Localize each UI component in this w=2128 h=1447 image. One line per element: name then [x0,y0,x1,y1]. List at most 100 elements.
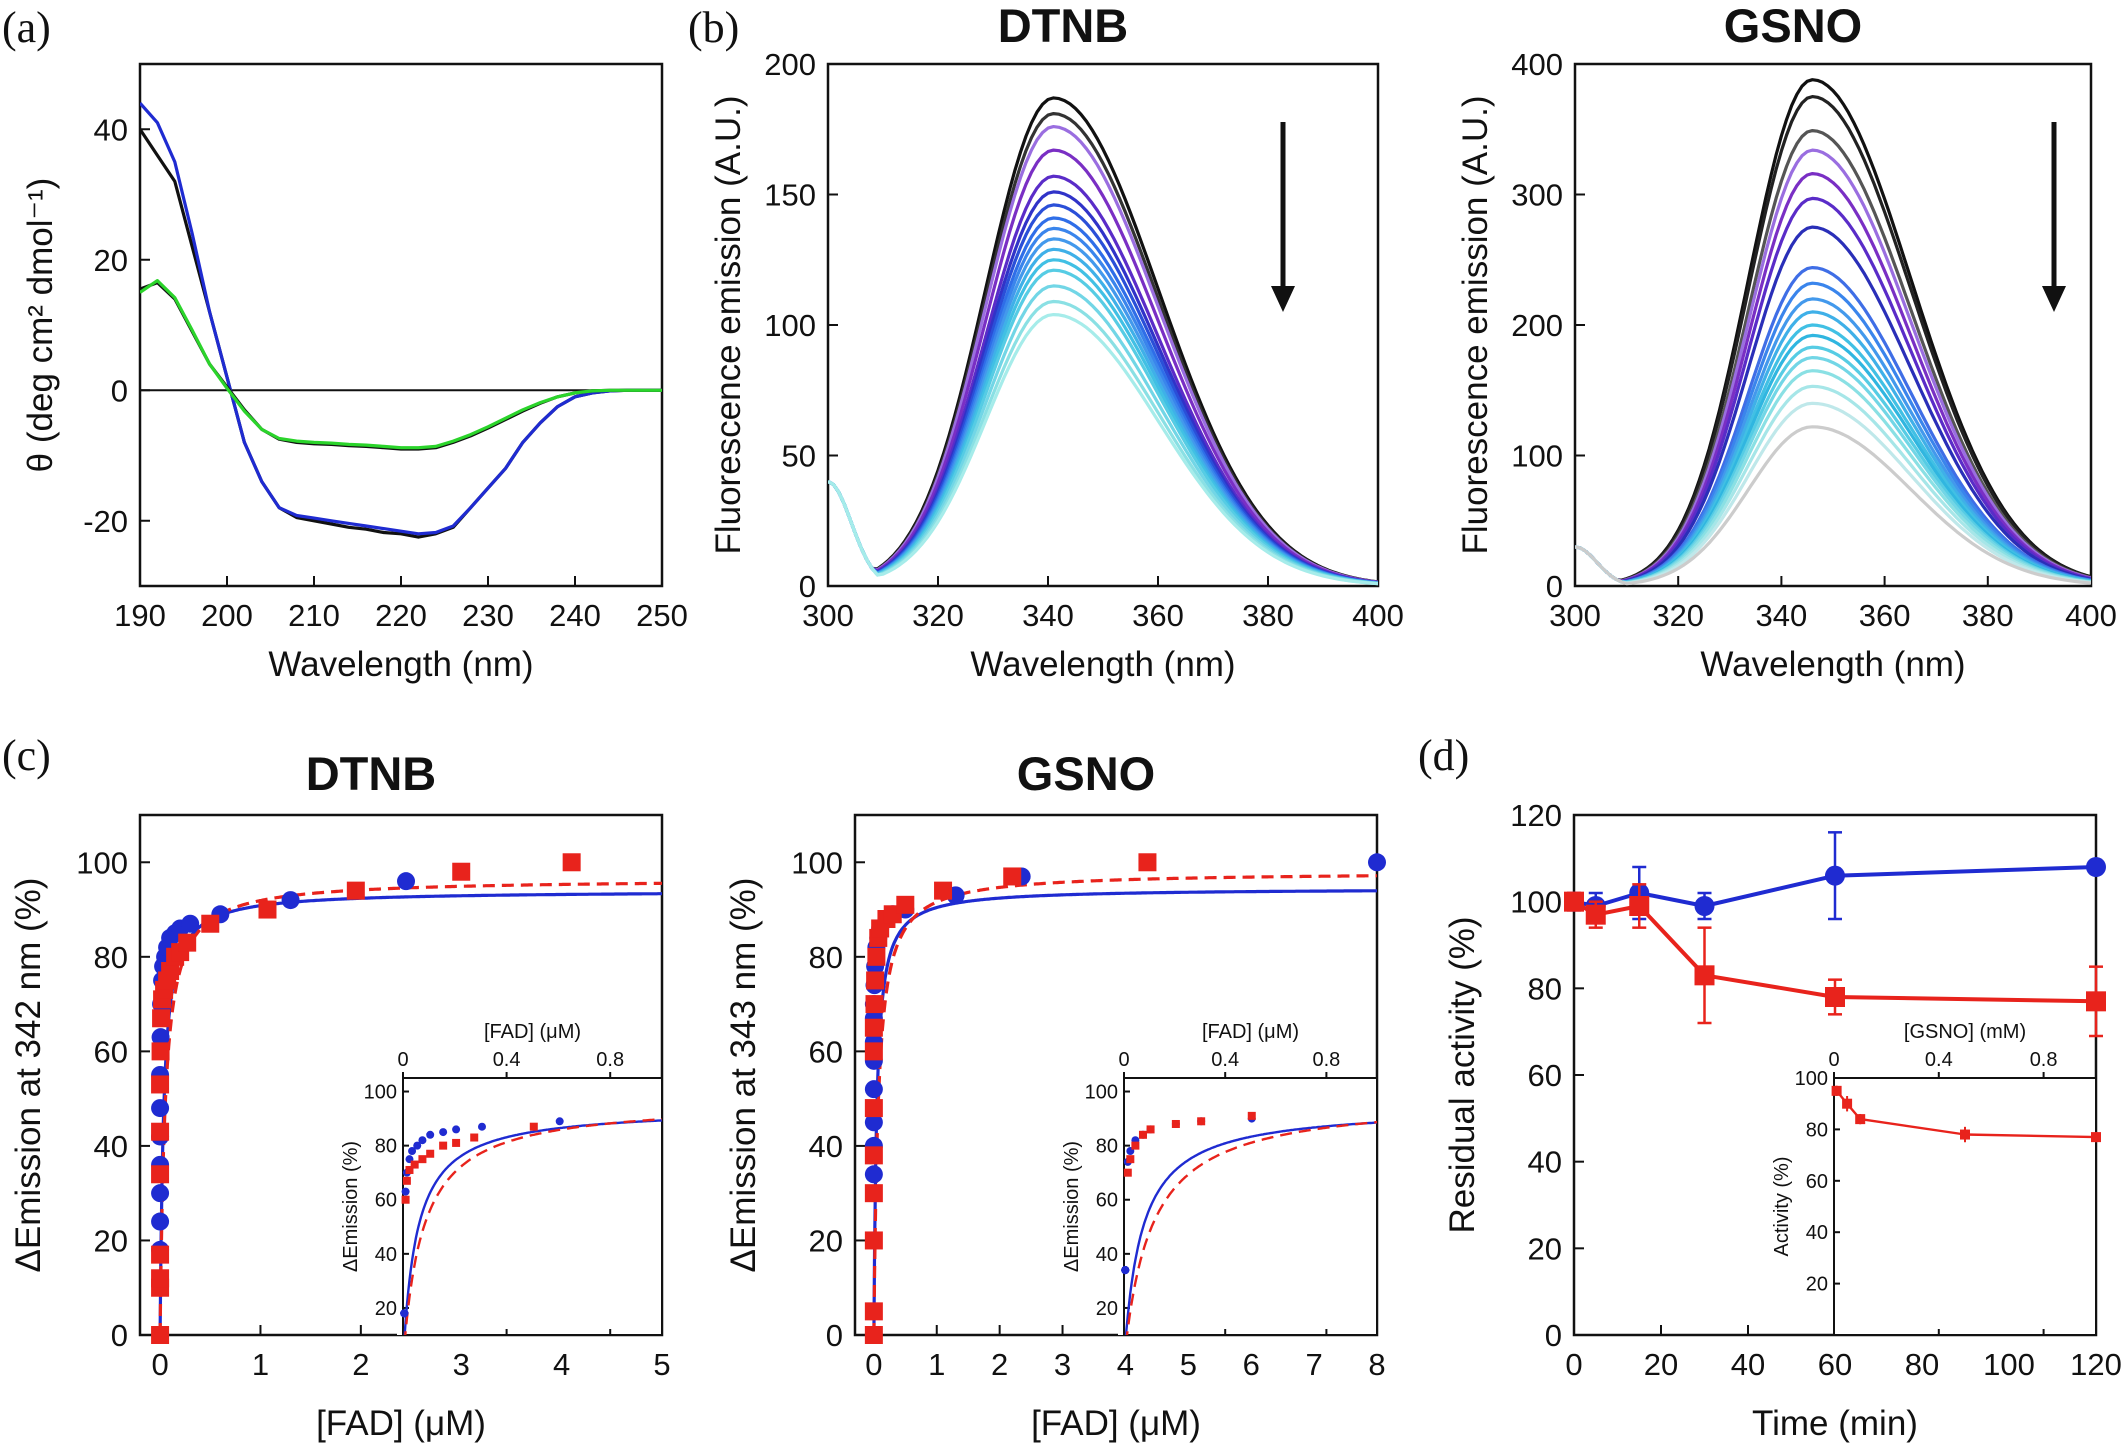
x-tick-label: 0.4 [493,1049,521,1071]
y-tick-label: 20 [1528,1231,1562,1266]
activity-point-circle [2086,857,2106,877]
panel-label-a: (a) [2,3,51,52]
data-point-circle [151,1099,170,1118]
activity-point-square [1825,987,1845,1007]
data-point-square [864,1302,883,1321]
y-tick-label: 20 [1096,1298,1118,1320]
x-tick-label: 5 [1180,1347,1197,1382]
y-tick-label: 100 [76,845,128,880]
inset-data-point [555,1117,564,1126]
inset-data-point [452,1125,461,1134]
data-point-circle [864,1113,883,1132]
y-tick-label: 40 [94,112,128,147]
y-axis-label: ΔEmission at 342 nm (%) [9,878,48,1273]
y-tick-label: 400 [1511,47,1563,82]
y-tick-label: -20 [83,504,128,539]
y-axis-label: Fluorescence emission (A.U.) [709,95,748,554]
data-point-square [151,1042,170,1061]
x-tick-label: 40 [1731,1347,1765,1382]
x-tick-label: 240 [549,598,601,633]
spectrum-line-0 [828,96,1378,584]
x-tick-label: 380 [1242,598,1294,633]
y-tick-label: 0 [799,569,816,604]
x-tick-label: 300 [802,598,854,633]
inset-activity-point [1855,1114,1866,1125]
activity-point-circle [1825,865,1845,886]
inset-bg [1834,1078,2096,1335]
inset-fit-line-0 [403,1119,662,1335]
inset-data-point [405,1165,414,1174]
x-tick-label: 0 [1828,1049,1839,1071]
plot-frame [826,62,1380,588]
y-tick-label: 100 [1510,885,1562,920]
x-tick-label: 220 [375,598,427,633]
data-point-square [161,962,180,980]
x-tick-label: 20 [1644,1347,1678,1382]
y-tick-label: 0 [826,1318,843,1353]
activity-point-circle [1694,896,1715,916]
data-point-square [151,1075,170,1094]
data-point-circle [281,891,300,910]
data-point-square [258,900,277,919]
y-tick-label: 20 [94,1223,128,1258]
activity-point-square [1564,891,1584,912]
chart-title: GSNO [1724,0,1862,52]
panel-label-c: (c) [2,731,51,780]
y-tick-label: 40 [1806,1222,1828,1244]
y-tick-label: 60 [1806,1171,1828,1193]
x-tick-label: 340 [1022,598,1074,633]
spectrum-line-15 [828,313,1378,586]
x-tick-label: 400 [2065,598,2117,633]
x-tick-label: 6 [1243,1347,1260,1382]
spectrum-line-3 [828,148,1378,584]
x-tick-label: 0.8 [596,1049,624,1071]
spectrum-line-6 [828,203,1378,585]
inset-x-axis-label: [GSNO] (mM) [1904,1021,2026,1043]
x-axis-label: [FAD] (μM) [316,1404,486,1443]
inset-data-point [418,1155,427,1164]
inset-data-point [1197,1117,1206,1126]
y-tick-label: 100 [791,845,843,880]
y-axis-label: Residual activity (%) [1443,916,1482,1233]
inset-data-point [1171,1119,1180,1128]
panel-label-d: (d) [1418,731,1469,780]
data-point-square [346,881,365,900]
inset-activity-point [1960,1129,1970,1140]
y-tick-label: 150 [764,178,816,213]
inset-fit-line-1 [1125,1120,1377,1335]
decrease-arrow-head [1271,286,1295,312]
inset-data-point [408,1147,417,1156]
inset-data-point [401,1195,410,1204]
data-point-square [562,853,581,872]
data-point-square [865,995,884,1014]
cd-series-line-0 [140,128,662,539]
data-point-square [151,1122,170,1141]
spectrum-line-2 [828,125,1378,584]
x-tick-label: 0 [397,1049,408,1071]
x-tick-label: 7 [1305,1347,1322,1382]
x-tick-label: 200 [201,598,253,633]
data-point-square [178,933,197,952]
y-tick-label: 80 [1528,971,1562,1006]
inset-data-point [1138,1130,1147,1139]
y-tick-label: 50 [782,439,816,474]
data-point-square [864,1231,883,1250]
x-tick-label: 100 [1983,1347,2035,1382]
y-tick-label: 20 [94,243,128,278]
cd-series-line-2 [140,281,662,451]
x-tick-label: 320 [1652,598,1704,633]
inset-data-point [1121,1266,1130,1275]
x-axis-label: Time (min) [1752,1404,1918,1443]
y-tick-label: 200 [1511,308,1563,343]
data-point-circle [151,1028,170,1047]
y-tick-label: 200 [764,47,816,82]
inset-x-axis-label: [FAD] (μM) [1202,1021,1299,1043]
inset-bg [1118,1078,1377,1335]
inset-data-point [402,1176,411,1185]
y-tick-label: 100 [1511,439,1563,474]
y-tick-label: 60 [809,1034,843,1069]
y-tick-label: 80 [1806,1119,1828,1141]
inset-data-point [413,1141,422,1150]
inset-data-point [1126,1155,1135,1164]
y-tick-label: 20 [375,1298,397,1320]
